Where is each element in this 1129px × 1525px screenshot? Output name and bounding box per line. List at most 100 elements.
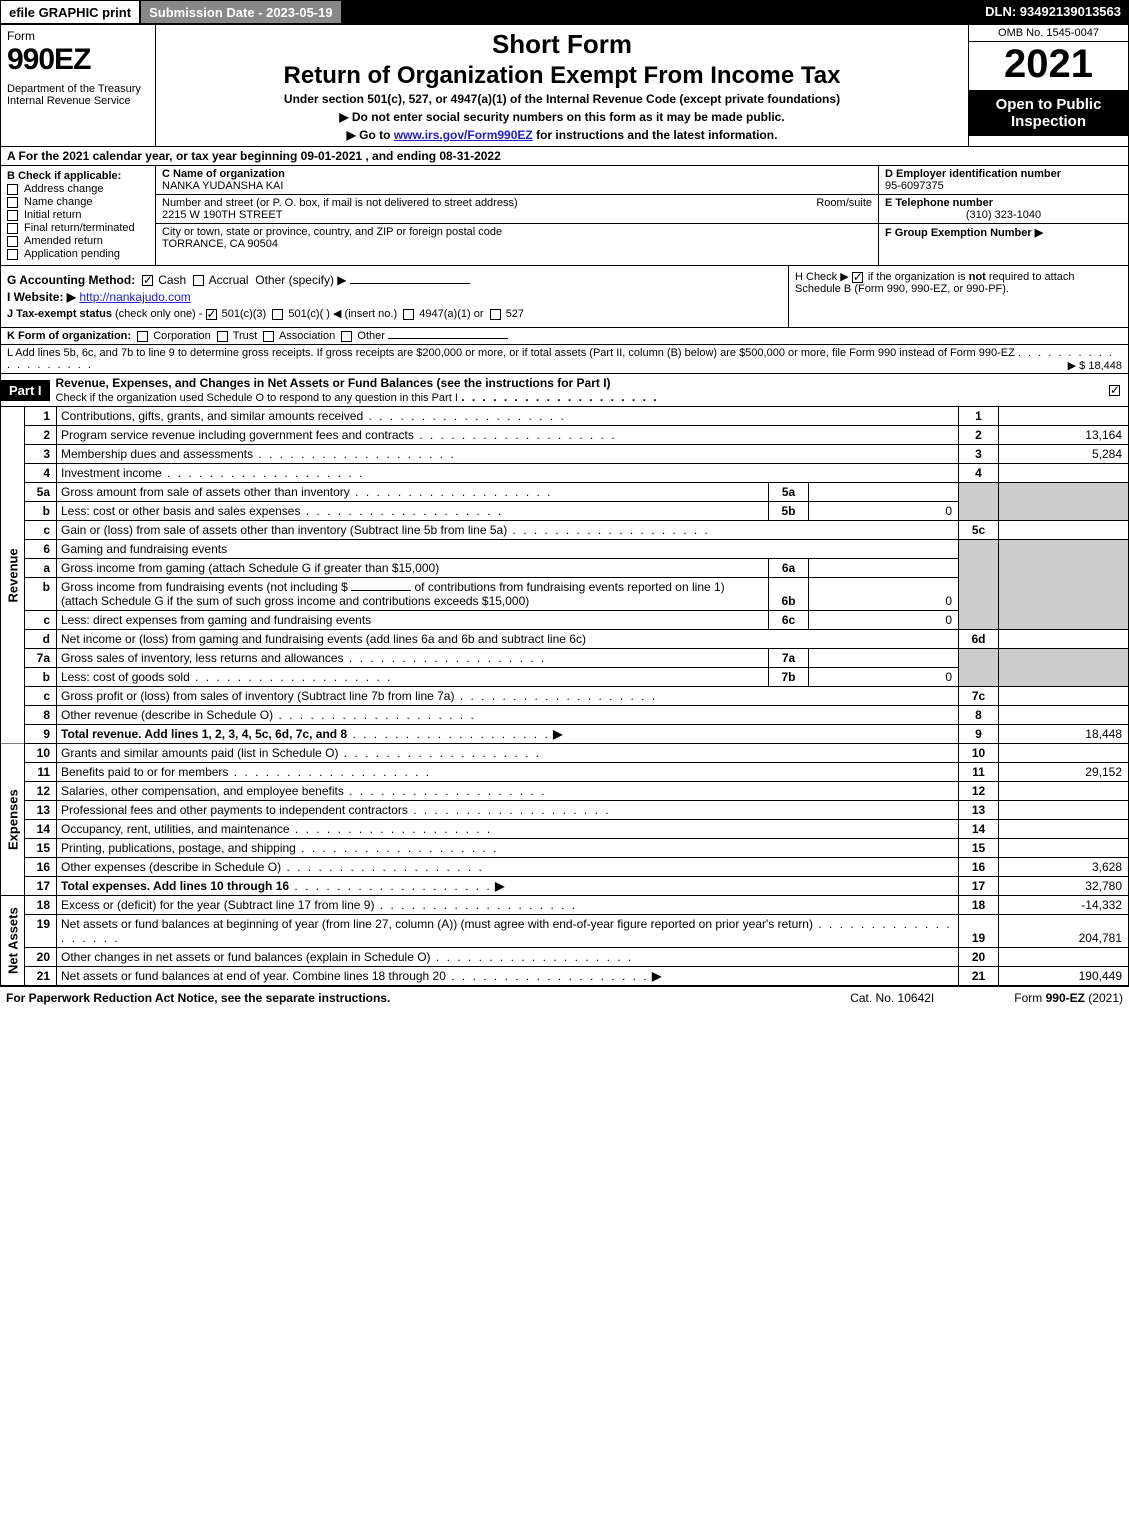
return-title: Return of Organization Exempt From Incom… bbox=[164, 62, 960, 90]
c-city-label: City or town, state or province, country… bbox=[162, 226, 502, 238]
line-11: 11 Benefits paid to or for members 11 29… bbox=[1, 763, 1129, 782]
j-label: J Tax-exempt status bbox=[7, 308, 112, 320]
line-6: 6 Gaming and fundraising events bbox=[1, 540, 1129, 559]
l9-v: 18,448 bbox=[999, 725, 1129, 744]
chk-schedule-o[interactable] bbox=[1109, 385, 1120, 396]
part1-label: Part I bbox=[1, 380, 50, 401]
l17-n: 17 bbox=[25, 877, 57, 896]
l10-t: Grants and similar amounts paid (list in… bbox=[61, 746, 338, 760]
g-other: Other (specify) ▶ bbox=[255, 273, 346, 287]
l5a-mv bbox=[809, 483, 959, 502]
l5a-t: Gross amount from sale of assets other t… bbox=[61, 485, 350, 499]
col-b-check-applicable: B Check if applicable: Address change Na… bbox=[1, 166, 156, 265]
l12-v bbox=[999, 782, 1129, 801]
header-subtitle-1: Under section 501(c), 527, or 4947(a)(1)… bbox=[164, 92, 960, 106]
efile-print[interactable]: efile GRAPHIC print bbox=[0, 0, 140, 24]
col-c-org-info: C Name of organization NANKA YUDANSHA KA… bbox=[156, 166, 878, 265]
chk-assoc[interactable] bbox=[263, 331, 274, 342]
chk-corp[interactable] bbox=[137, 331, 148, 342]
l7a-mv bbox=[809, 649, 959, 668]
irs-link[interactable]: www.irs.gov/Form990EZ bbox=[394, 128, 533, 142]
l13-v bbox=[999, 801, 1129, 820]
l6c-m: 6c bbox=[769, 611, 809, 630]
footer-right-post: (2021) bbox=[1085, 991, 1123, 1005]
l6b-amount-input[interactable] bbox=[351, 590, 411, 591]
part1-check-text: Check if the organization used Schedule … bbox=[56, 392, 458, 404]
l13-n: 13 bbox=[25, 801, 57, 820]
goto-pre: ▶ Go to bbox=[347, 128, 394, 142]
l5a-n: 5a bbox=[25, 483, 57, 502]
l11-n: 11 bbox=[25, 763, 57, 782]
g-label: G Accounting Method: bbox=[7, 273, 135, 287]
i-website: I Website: ▶ http://nankajudo.com bbox=[7, 290, 782, 304]
chk-amended-return[interactable] bbox=[7, 236, 18, 247]
j-tax-exempt: J Tax-exempt status (check only one) - 5… bbox=[7, 307, 782, 320]
l6c-t: Less: direct expenses from gaming and fu… bbox=[61, 613, 371, 627]
l13-t: Professional fees and other payments to … bbox=[61, 803, 408, 817]
j-a1: 4947(a)(1) or bbox=[419, 308, 483, 320]
line-17: 17 Total expenses. Add lines 10 through … bbox=[1, 877, 1129, 896]
form-word: Form bbox=[7, 29, 149, 43]
l4-t: Investment income bbox=[61, 466, 162, 480]
l5b-t: Less: cost or other basis and sales expe… bbox=[61, 504, 300, 518]
chk-final-return[interactable] bbox=[7, 223, 18, 234]
omb-number: OMB No. 1545-0047 bbox=[969, 25, 1128, 42]
goto-post: for instructions and the latest informat… bbox=[533, 128, 778, 142]
l14-r: 14 bbox=[959, 820, 999, 839]
header-center: Short Form Return of Organization Exempt… bbox=[156, 25, 968, 146]
block-ghi: G Accounting Method: Cash Accrual Other … bbox=[0, 266, 1129, 328]
chk-accrual[interactable] bbox=[193, 275, 204, 286]
chk-schedule-b[interactable] bbox=[852, 272, 863, 283]
c-street-value: 2215 W 190TH STREET bbox=[162, 209, 282, 221]
l7a-m: 7a bbox=[769, 649, 809, 668]
line-21: 21 Net assets or fund balances at end of… bbox=[1, 967, 1129, 986]
l2-r: 2 bbox=[959, 426, 999, 445]
chk-other-org[interactable] bbox=[341, 331, 352, 342]
l8-t: Other revenue (describe in Schedule O) bbox=[61, 708, 273, 722]
l5c-n: c bbox=[25, 521, 57, 540]
chk-4947a1[interactable] bbox=[403, 309, 414, 320]
l17-v: 32,780 bbox=[999, 877, 1129, 896]
l18-v: -14,332 bbox=[999, 896, 1129, 915]
l21-t: Net assets or fund balances at end of ye… bbox=[61, 969, 446, 983]
block-bcdef: B Check if applicable: Address change Na… bbox=[0, 166, 1129, 266]
l2-t: Program service revenue including govern… bbox=[61, 428, 414, 442]
submission-date: Submission Date - 2023-05-19 bbox=[140, 0, 342, 24]
chk-cash[interactable] bbox=[142, 275, 153, 286]
chk-501c3[interactable] bbox=[206, 309, 217, 320]
chk-527[interactable] bbox=[490, 309, 501, 320]
chk-application-pending[interactable] bbox=[7, 249, 18, 260]
line-1: Revenue 1 Contributions, gifts, grants, … bbox=[1, 407, 1129, 426]
l3-r: 3 bbox=[959, 445, 999, 464]
header-subtitle-3: ▶ Go to www.irs.gov/Form990EZ for instru… bbox=[164, 128, 960, 142]
l6d-v bbox=[999, 630, 1129, 649]
b-pending: Application pending bbox=[24, 248, 120, 260]
top-bar: efile GRAPHIC print Submission Date - 20… bbox=[0, 0, 1129, 24]
l20-n: 20 bbox=[25, 948, 57, 967]
col-def: D Employer identification number 95-6097… bbox=[878, 166, 1128, 265]
chk-initial-return[interactable] bbox=[7, 210, 18, 221]
chk-trust[interactable] bbox=[217, 331, 228, 342]
l3-n: 3 bbox=[25, 445, 57, 464]
l6a-t: Gross income from gaming (attach Schedul… bbox=[61, 561, 439, 575]
part1-header-row: Part I Revenue, Expenses, and Changes in… bbox=[0, 374, 1129, 407]
l7c-r: 7c bbox=[959, 687, 999, 706]
i-website-link[interactable]: http://nankajudo.com bbox=[79, 290, 190, 304]
h-check: H Check ▶ if the organization is not req… bbox=[788, 266, 1128, 327]
chk-address-change[interactable] bbox=[7, 184, 18, 195]
g-other-input[interactable] bbox=[350, 283, 470, 284]
c-street-label: Number and street (or P. O. box, if mail… bbox=[162, 197, 518, 209]
l7b-m: 7b bbox=[769, 668, 809, 687]
chk-name-change[interactable] bbox=[7, 197, 18, 208]
l8-r: 8 bbox=[959, 706, 999, 725]
b-final: Final return/terminated bbox=[24, 222, 135, 234]
l14-t: Occupancy, rent, utilities, and maintena… bbox=[61, 822, 290, 836]
page-footer: For Paperwork Reduction Act Notice, see … bbox=[0, 986, 1129, 1009]
footer-right-pre: Form bbox=[1014, 991, 1045, 1005]
l10-n: 10 bbox=[25, 744, 57, 763]
chk-501c[interactable] bbox=[272, 309, 283, 320]
l6-t: Gaming and fundraising events bbox=[61, 542, 227, 556]
k-other-input[interactable] bbox=[388, 338, 508, 339]
section-revenue: Revenue bbox=[1, 407, 25, 744]
b-amended: Amended return bbox=[24, 235, 103, 247]
